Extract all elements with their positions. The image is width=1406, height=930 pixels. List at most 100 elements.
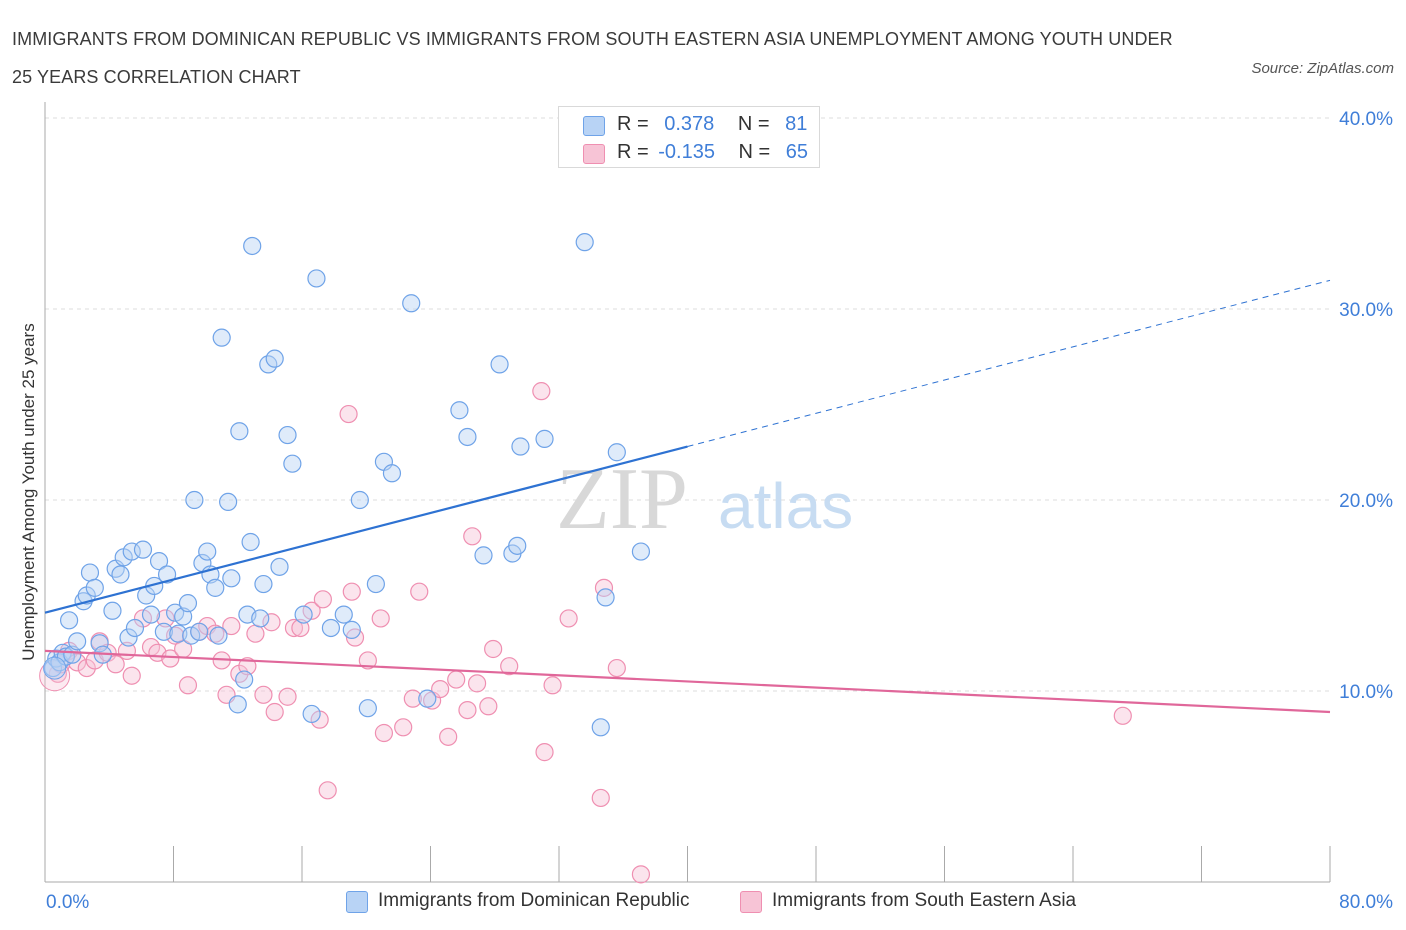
data-point-southeast-asia (458, 700, 477, 720)
n-label: N = (737, 113, 770, 135)
data-point-dominican (243, 236, 262, 256)
data-point-dominican (591, 718, 610, 737)
data-point-southeast-asia (178, 676, 198, 695)
y-axis-label: Unemployment Among Youth under 25 years (19, 323, 38, 660)
data-point-southeast-asia (339, 404, 358, 424)
data-point-southeast-asia (631, 865, 651, 884)
data-point-dominican (119, 628, 138, 647)
data-point-dominican (418, 689, 437, 708)
data-point-southeast-asia (318, 781, 337, 800)
data-point-southeast-asia (479, 697, 498, 716)
data-point-dominican (125, 618, 145, 638)
data-point-southeast-asia (467, 674, 487, 693)
data-point-southeast-asia (246, 624, 265, 643)
data-point-dominican (185, 490, 204, 510)
data-point-southeast-asia (342, 582, 361, 601)
data-point-southeast-asia (262, 613, 281, 632)
data-point-dominican (382, 464, 402, 483)
data-point-dominican (283, 454, 302, 473)
data-point-southeast-asia (206, 624, 225, 643)
data-point-dominican (575, 233, 594, 252)
data-point-dominican (251, 609, 270, 628)
data-point-dominican (90, 634, 109, 653)
data-point-dominican (178, 594, 198, 613)
data-point-dominican (631, 542, 651, 561)
y-tick-label: 40.0% (1339, 109, 1393, 130)
blue-swatch (346, 891, 368, 913)
n-value: 65 (785, 141, 809, 163)
data-point-southeast-asia (222, 616, 241, 636)
data-point-southeast-asia (238, 657, 257, 676)
data-point-dominican (209, 626, 228, 645)
x-tick-label: 80.0% (1339, 892, 1393, 913)
data-point-dominican (265, 349, 284, 368)
data-point-southeast-asia (358, 651, 377, 670)
data-point-dominican (219, 492, 238, 512)
data-point-southeast-asia (463, 527, 482, 546)
n-value: 81 (785, 113, 808, 135)
data-point-dominican (241, 532, 260, 552)
data-point-dominican (490, 355, 509, 374)
data-point-dominican (607, 443, 626, 462)
data-point-southeast-asia (394, 718, 413, 737)
data-point-dominican (334, 605, 353, 624)
data-point-southeast-asia (431, 679, 450, 699)
data-point-southeast-asia (284, 618, 304, 638)
data-point-southeast-asia (161, 649, 180, 668)
data-point-dominican (133, 540, 153, 559)
y-tick-label: 20.0% (1339, 491, 1393, 512)
data-point-dominican (228, 695, 247, 714)
data-point-southeast-asia (371, 609, 390, 628)
data-point-southeast-asia (484, 639, 503, 659)
trend-line-dominican-extension (687, 279, 1331, 448)
data-point-dominican (596, 588, 615, 607)
data-point-dominican (402, 294, 421, 313)
data-point-southeast-asia (439, 727, 458, 746)
data-point-dominican (103, 601, 122, 620)
data-point-dominican (190, 622, 209, 641)
data-point-southeast-asia (122, 666, 141, 685)
data-point-dominican (350, 490, 369, 510)
trend-lines (44, 279, 1331, 714)
blue-swatch (583, 116, 605, 136)
data-point-dominican (294, 605, 313, 624)
series-dominican-points (43, 233, 651, 737)
legend-label: Immigrants from Dominican Republic (378, 890, 690, 911)
data-point-dominican (111, 565, 130, 584)
n-label: N = (738, 141, 771, 163)
data-point-cluster-dominican (43, 656, 67, 680)
data-point-dominican (149, 552, 169, 571)
data-point-dominican (198, 542, 217, 561)
data-point-southeast-asia (543, 676, 562, 695)
series-legend: Immigrants from Dominican Republic Immig… (0, 888, 1406, 916)
pink-swatch (740, 891, 762, 913)
series-southeast-asia-points (39, 382, 1132, 884)
data-point-dominican (230, 422, 249, 441)
data-point-dominican (212, 328, 231, 347)
data-point-dominican (141, 605, 161, 624)
r-value: -0.135 (658, 141, 715, 163)
data-point-dominican (59, 611, 79, 630)
y-tick-label: 30.0% (1339, 300, 1393, 321)
r-label: R = (617, 141, 649, 163)
data-point-southeast-asia (403, 689, 422, 708)
legend-label: Immigrants from South Eastern Asia (772, 890, 1077, 911)
tick-labels: 10.0% 20.0% 30.0% 40.0% 0.0% 80.0% (46, 109, 1393, 913)
data-point-dominican (222, 569, 241, 588)
data-point-southeast-asia (265, 702, 284, 722)
data-point-dominican (80, 563, 100, 582)
data-point-dominican (254, 574, 273, 594)
data-point-dominican (302, 704, 321, 724)
data-point-dominican (154, 622, 173, 641)
data-point-southeast-asia (166, 626, 185, 645)
data-point-southeast-asia (591, 788, 610, 808)
data-point-southeast-asia (1113, 706, 1132, 725)
stats-legend: R = 0.378 N = 81 R = -0.135 N = 65 (558, 106, 820, 168)
trend-line-southeast-asia (44, 649, 1331, 714)
data-point-dominican (358, 699, 377, 718)
data-point-southeast-asia (291, 618, 310, 638)
r-value: 0.378 (664, 113, 715, 135)
data-point-southeast-asia (447, 670, 466, 689)
data-point-southeast-asia (254, 685, 273, 704)
